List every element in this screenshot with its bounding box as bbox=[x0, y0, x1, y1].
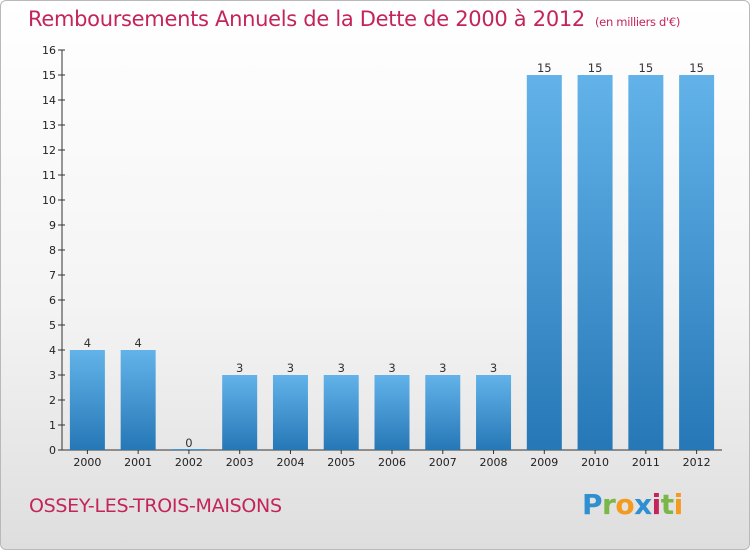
chart-title: Remboursements Annuels de la Dette de 20… bbox=[28, 7, 680, 31]
bar-value-label: 3 bbox=[338, 361, 345, 375]
bar-value-label: 15 bbox=[689, 61, 704, 75]
x-tick-label: 2003 bbox=[226, 456, 254, 469]
x-tick-label: 2006 bbox=[378, 456, 406, 469]
bar bbox=[374, 375, 410, 450]
bar bbox=[69, 350, 105, 450]
bar-value-label: 15 bbox=[588, 61, 603, 75]
y-tick-label: 6 bbox=[49, 294, 56, 307]
y-tick-label: 3 bbox=[49, 369, 56, 382]
x-tick-label: 2011 bbox=[632, 456, 660, 469]
x-tick-label: 2008 bbox=[480, 456, 508, 469]
y-tick-label: 0 bbox=[49, 444, 56, 457]
bar-value-label: 0 bbox=[185, 436, 192, 450]
bar-value-label: 3 bbox=[236, 361, 243, 375]
bar bbox=[679, 75, 715, 450]
x-tick-label: 2010 bbox=[581, 456, 609, 469]
bar-value-label: 15 bbox=[537, 61, 552, 75]
x-tick-label: 2007 bbox=[429, 456, 457, 469]
bar bbox=[577, 75, 613, 450]
x-tick-label: 2009 bbox=[530, 456, 558, 469]
y-tick-label: 8 bbox=[49, 244, 56, 257]
bar-value-label: 3 bbox=[287, 361, 294, 375]
x-tick-label: 2012 bbox=[683, 456, 711, 469]
x-tick-label: 2005 bbox=[327, 456, 355, 469]
bar-value-label: 3 bbox=[439, 361, 446, 375]
bar bbox=[476, 375, 512, 450]
y-tick-label: 4 bbox=[49, 344, 56, 357]
bar bbox=[323, 375, 359, 450]
bar-value-label: 4 bbox=[134, 336, 141, 350]
y-tick-label: 5 bbox=[49, 319, 56, 332]
bar bbox=[526, 75, 562, 450]
y-tick-label: 7 bbox=[49, 269, 56, 282]
bar bbox=[171, 449, 207, 450]
bar-value-label: 3 bbox=[388, 361, 395, 375]
y-tick-label: 1 bbox=[49, 419, 56, 432]
bar-value-label: 3 bbox=[490, 361, 497, 375]
y-tick-label: 15 bbox=[42, 69, 56, 82]
y-tick-label: 12 bbox=[42, 144, 56, 157]
bar bbox=[272, 375, 308, 450]
bar-value-label: 4 bbox=[84, 336, 91, 350]
y-tick-label: 16 bbox=[42, 44, 56, 57]
city-name: OSSEY-LES-TROIS-MAISONS bbox=[29, 495, 282, 517]
y-tick-label: 9 bbox=[49, 219, 56, 232]
y-tick-label: 2 bbox=[49, 394, 56, 407]
x-tick-label: 2001 bbox=[124, 456, 152, 469]
y-tick-label: 14 bbox=[42, 94, 56, 107]
bar bbox=[222, 375, 258, 450]
chart-title-text: Remboursements Annuels de la Dette de 20… bbox=[28, 7, 585, 31]
bar bbox=[120, 350, 156, 450]
y-tick-label: 13 bbox=[42, 119, 56, 132]
proxiti-logo: Proxiti bbox=[582, 488, 683, 521]
y-tick-label: 11 bbox=[42, 169, 56, 182]
bar bbox=[628, 75, 664, 450]
x-tick-label: 2002 bbox=[175, 456, 203, 469]
x-tick-label: 2004 bbox=[276, 456, 304, 469]
chart-unit: (en milliers d'€) bbox=[595, 15, 681, 29]
x-tick-label: 2000 bbox=[73, 456, 101, 469]
bar-value-label: 15 bbox=[639, 61, 654, 75]
y-tick-label: 10 bbox=[42, 194, 56, 207]
bar bbox=[425, 375, 461, 450]
